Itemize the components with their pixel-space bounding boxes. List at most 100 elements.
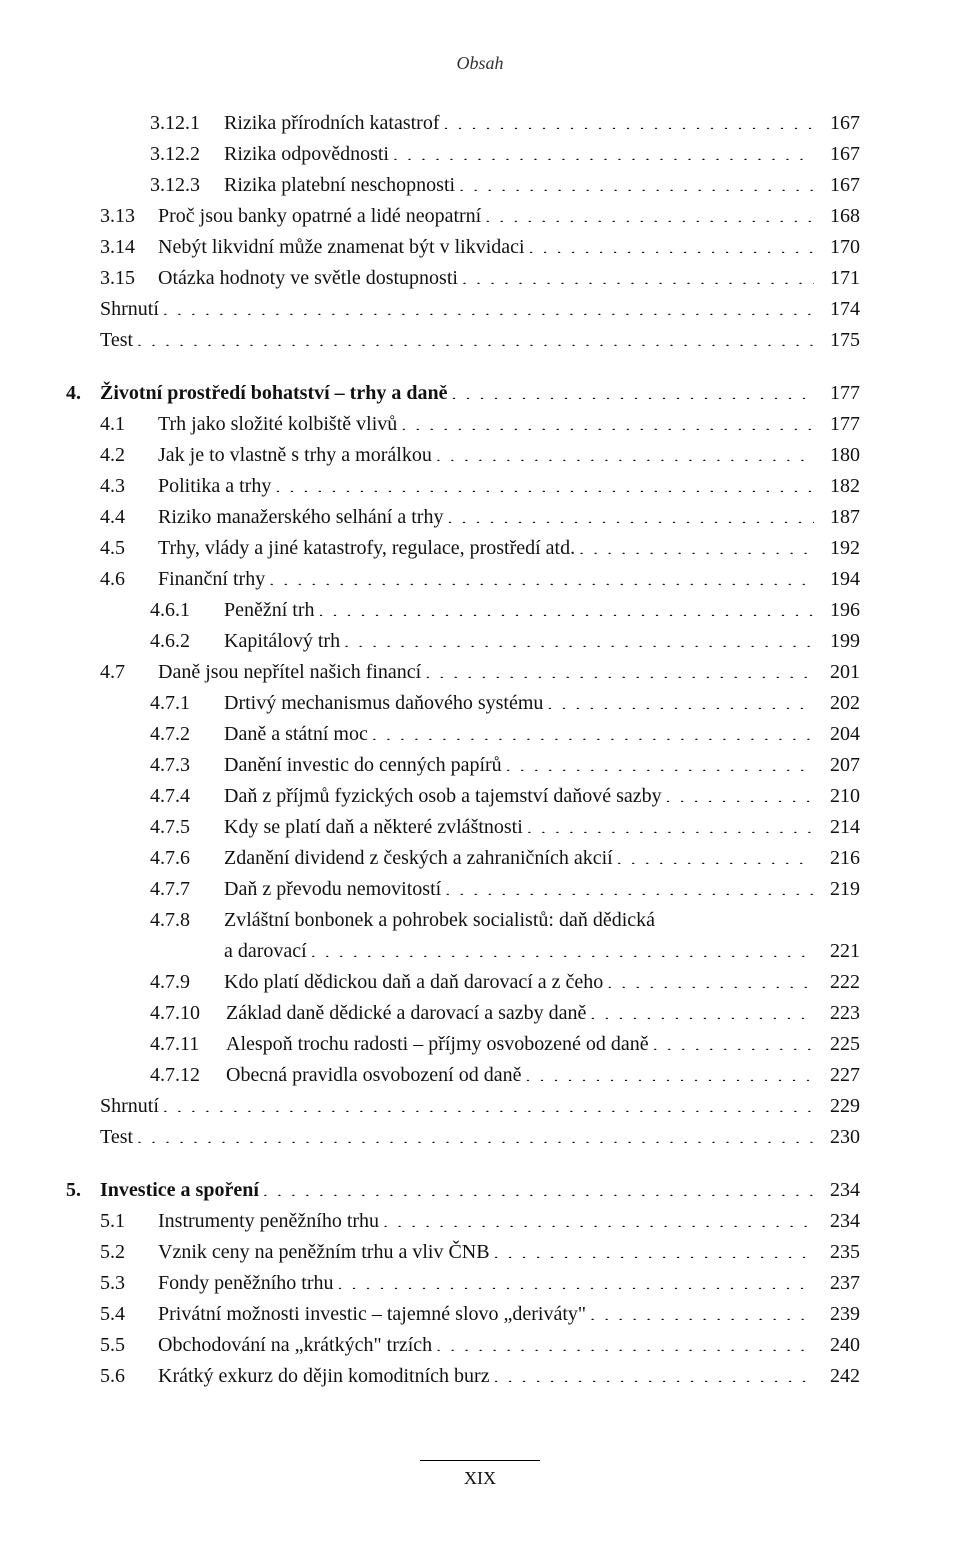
toc-entry: 4.6.2Kapitálový trh199 [100, 626, 860, 657]
toc-entry-number: 4.6.1 [150, 595, 224, 626]
toc-entry-label: Trh jako složité kolbiště vlivů [158, 409, 397, 440]
toc-leader-dots [494, 1238, 814, 1258]
toc-leader-dots [485, 202, 814, 222]
toc-leader-dots [436, 1331, 814, 1351]
toc-leader-dots [263, 1176, 814, 1196]
toc-leader-dots [447, 503, 814, 523]
toc-entry-page: 180 [818, 440, 860, 471]
toc-entry-page: 222 [818, 967, 860, 998]
toc-entry-label: Drtivý mechanismus daňového systému [224, 688, 543, 719]
toc-leader-dots [579, 534, 814, 554]
toc-entry: 4.7.10Základ daně dědické a darovací a s… [100, 998, 860, 1029]
toc-entry: Shrnutí174 [100, 294, 860, 325]
toc-entry-label: Daně jsou nepřítel našich financí [158, 657, 421, 688]
toc-entry: 4.7.8Zvláštní bonbonek a pohrobek social… [100, 905, 860, 936]
toc-leader-dots [547, 689, 814, 709]
toc-entry: 4.4Riziko manažerského selhání a trhy187 [100, 502, 860, 533]
toc-entry: 5.3Fondy peněžního trhu237 [100, 1268, 860, 1299]
toc-leader-dots [137, 326, 814, 346]
toc-entry-label: Základ daně dědické a darovací a sazby d… [226, 998, 586, 1029]
toc-entry: 5.Investice a spoření 234 [66, 1175, 860, 1206]
toc-leader-dots [527, 813, 814, 833]
toc-entry: 5.2Vznik ceny na peněžním trhu a vliv ČN… [100, 1237, 860, 1268]
toc-leader-dots [372, 720, 814, 740]
toc-entry-label: Test [100, 1122, 133, 1153]
toc-entry: 4.7.1Drtivý mechanismus daňového systému… [100, 688, 860, 719]
toc-entry: 3.12.3Rizika platební neschopnosti167 [100, 170, 860, 201]
toc-entry-page: 230 [818, 1122, 860, 1153]
toc-entry: 4.7.6Zdanění dividend z českých a zahran… [100, 843, 860, 874]
toc-leader-dots [506, 751, 814, 771]
toc-entry-page: 167 [818, 108, 860, 139]
toc-entry: 4.7.12Obecná pravidla osvobození od daně… [100, 1060, 860, 1091]
toc-entry-number: 4.7.6 [150, 843, 224, 874]
toc-entry-label: Jak je to vlastně s trhy a morálkou [158, 440, 432, 471]
toc-entry-page: 167 [818, 170, 860, 201]
toc-entry: 5.4Privátní možnosti investic – tajemné … [100, 1299, 860, 1330]
toc-entry: 4.7.4Daň z příjmů fyzických osob a tajem… [100, 781, 860, 812]
toc-entry-number: 3.14 [100, 232, 158, 263]
toc-entry-label: Kapitálový trh [224, 626, 340, 657]
toc-entry: 5.1Instrumenty peněžního trhu234 [100, 1206, 860, 1237]
page-container: Obsah 3.12.1Rizika přírodních katastrof1… [0, 0, 960, 1563]
toc-leader-dots [436, 441, 814, 461]
toc-entry-page: 235 [818, 1237, 860, 1268]
toc-entry-page: 199 [818, 626, 860, 657]
toc-entry-label: Alespoň trochu radosti – příjmy osvoboze… [226, 1029, 649, 1060]
toc-leader-dots [137, 1123, 814, 1143]
toc-entry-label: Kdy se platí daň a některé zvláštnosti [224, 812, 523, 843]
toc-leader-dots [444, 109, 815, 129]
toc-leader-dots [607, 968, 814, 988]
toc-entry: 4.6Finanční trhy194 [100, 564, 860, 595]
toc-entry-number: 4.7.3 [150, 750, 224, 781]
toc-entry: 3.15Otázka hodnoty ve světle dostupnosti… [100, 263, 860, 294]
toc-entry-number: 5. [66, 1175, 100, 1206]
toc-entry-label: Kdo platí dědickou daň a daň darovací a … [224, 967, 603, 998]
toc-entry-number: 5.2 [100, 1237, 158, 1268]
toc-leader-dots [617, 844, 814, 864]
toc-leader-dots [393, 140, 814, 160]
toc-entry-label: Shrnutí [100, 1091, 159, 1122]
toc-entry-number: 3.12.2 [150, 139, 224, 170]
toc-entry-page: 207 [818, 750, 860, 781]
toc-leader-dots [451, 379, 814, 399]
page-number-roman: XIX [464, 1468, 496, 1488]
toc-entry-page: 234 [818, 1175, 860, 1206]
toc-entry: 3.12.2Rizika odpovědnosti167 [100, 139, 860, 170]
toc-entry-label: Obecná pravidla osvobození od daně [226, 1060, 521, 1091]
toc-entry-page: 192 [818, 533, 860, 564]
toc-leader-dots [525, 1061, 814, 1081]
toc-entry-number: 3.12.3 [150, 170, 224, 201]
toc-entry-label: Daně a státní moc [224, 719, 368, 750]
toc-entry: 4.5Trhy, vlády a jiné katastrofy, regula… [100, 533, 860, 564]
toc-entry: 4.7.2Daně a státní moc204 [100, 719, 860, 750]
toc-entry: 4.7.5Kdy se platí daň a některé zvláštno… [100, 812, 860, 843]
toc-entry: Test 230 [100, 1122, 860, 1153]
toc-entry-label: Shrnutí [100, 294, 159, 325]
toc-entry-number: 4.7.4 [150, 781, 224, 812]
toc-entry-label: Rizika odpovědnosti [224, 139, 389, 170]
toc-entry-page: 177 [818, 378, 860, 409]
toc-leader-dots [590, 999, 814, 1019]
toc-entry-label: Investice a spoření [100, 1175, 259, 1206]
toc-entry-number: 4.7.1 [150, 688, 224, 719]
toc-entry-number: 4.7.9 [150, 967, 224, 998]
toc-entry: Shrnutí229 [100, 1091, 860, 1122]
toc-entry-label: Rizika přírodních katastrof [224, 108, 440, 139]
toc-entry-label: Zdanění dividend z českých a zahraničníc… [224, 843, 613, 874]
toc-entry-page: 216 [818, 843, 860, 874]
toc-entry-number: 4.5 [100, 533, 158, 564]
toc-entry-page: 221 [818, 936, 860, 967]
toc-leader-dots [445, 875, 814, 895]
toc-entry: 4.7Daně jsou nepřítel našich financí201 [100, 657, 860, 688]
toc-entry: a darovací221 [100, 936, 860, 967]
page-footer: XIX [420, 1460, 540, 1493]
toc-entry-page: 168 [818, 201, 860, 232]
toc-entry-number: 5.5 [100, 1330, 158, 1361]
toc-entry: 3.12.1Rizika přírodních katastrof167 [100, 108, 860, 139]
toc-leader-dots [163, 1092, 814, 1112]
toc-leader-dots [529, 233, 814, 253]
toc-entry-page: 223 [818, 998, 860, 1029]
toc-entry-page: 204 [818, 719, 860, 750]
toc-entry-page: 194 [818, 564, 860, 595]
